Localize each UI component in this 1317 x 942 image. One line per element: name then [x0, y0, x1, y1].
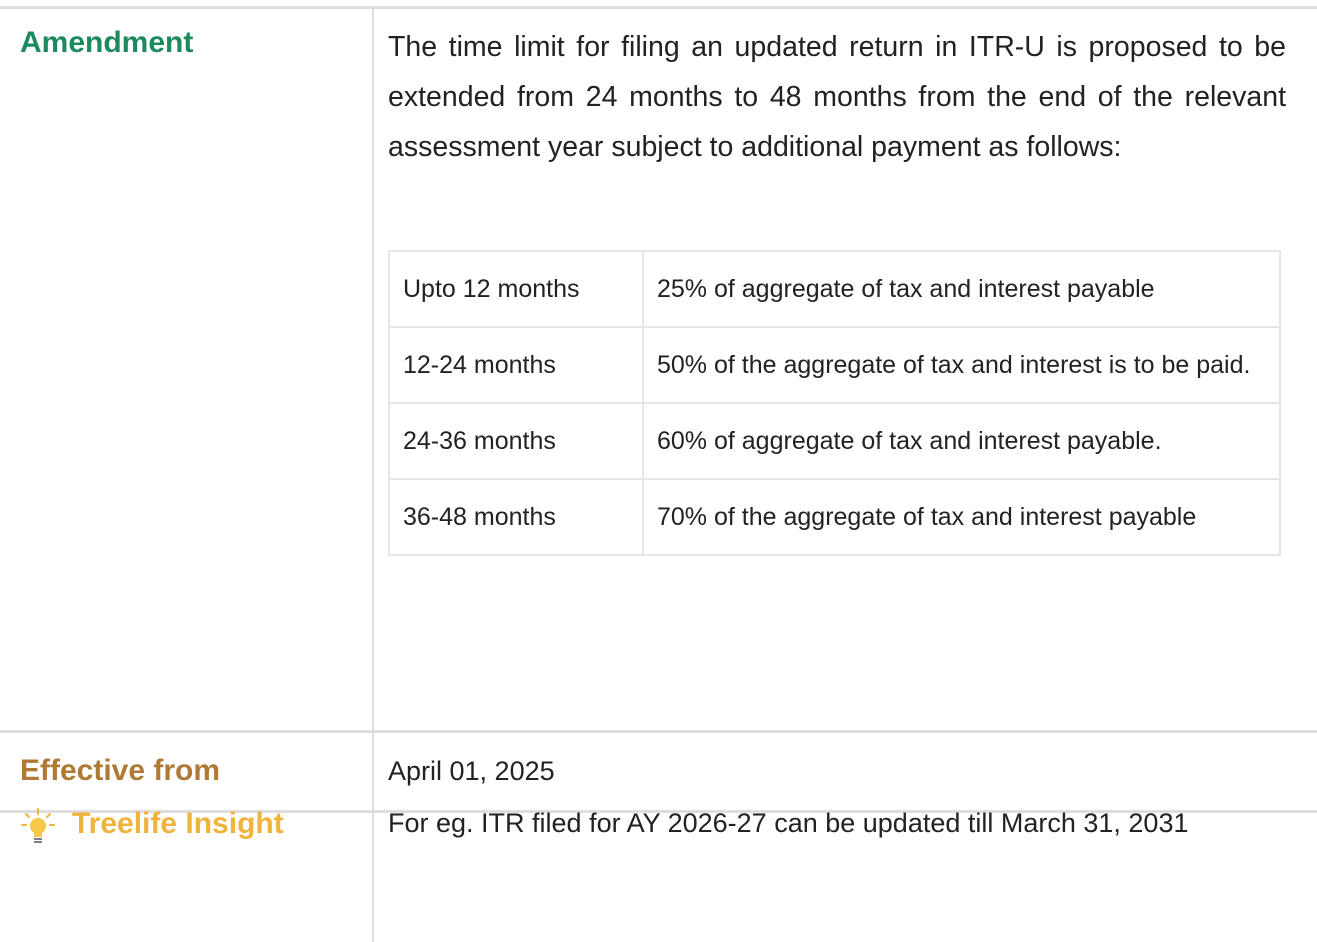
table-cell: 12-24 months	[388, 326, 644, 404]
row-label: Effective from	[20, 754, 221, 787]
payment-table: Upto 12 months 25% of aggregate of tax an…	[388, 250, 1281, 556]
row-text: The time limit for filing an updated ret…	[388, 31, 1286, 163]
table-row: 12-24 months 50% of the aggregate of tax …	[388, 326, 1281, 404]
table-cell: 60% of aggregate of tax and interest pay…	[642, 402, 1281, 480]
table-row: 36-48 months 70% of the aggregate of tax …	[388, 478, 1281, 556]
table-cell: 36-48 months	[388, 478, 644, 556]
table-cell: 70% of the aggregate of tax and interest…	[642, 478, 1281, 556]
row-label: Treelife Insight	[72, 807, 284, 840]
row-divider	[0, 730, 1317, 733]
row-divider	[0, 6, 1317, 9]
row-text: For eg. ITR filed for AY 2026-27 can be …	[388, 808, 1189, 838]
table-row: Upto 12 months 25% of aggregate of tax an…	[388, 250, 1281, 328]
bulb-icon	[21, 808, 55, 843]
table-row: 24-36 months 60% of aggregate of tax and …	[388, 402, 1281, 480]
column-divider	[372, 8, 374, 942]
table-cell: Upto 12 months	[388, 250, 644, 328]
row-text: April 01, 2025	[388, 756, 555, 786]
table-cell: 25% of aggregate of tax and interest pay…	[642, 250, 1281, 328]
row-label: Amendment	[20, 26, 194, 59]
table-cell: 50% of the aggregate of tax and interest…	[642, 326, 1281, 404]
table-cell: 24-36 months	[388, 402, 644, 480]
table-body: Upto 12 months 25% of aggregate of tax an…	[388, 250, 1281, 556]
row-divider	[0, 810, 1317, 813]
